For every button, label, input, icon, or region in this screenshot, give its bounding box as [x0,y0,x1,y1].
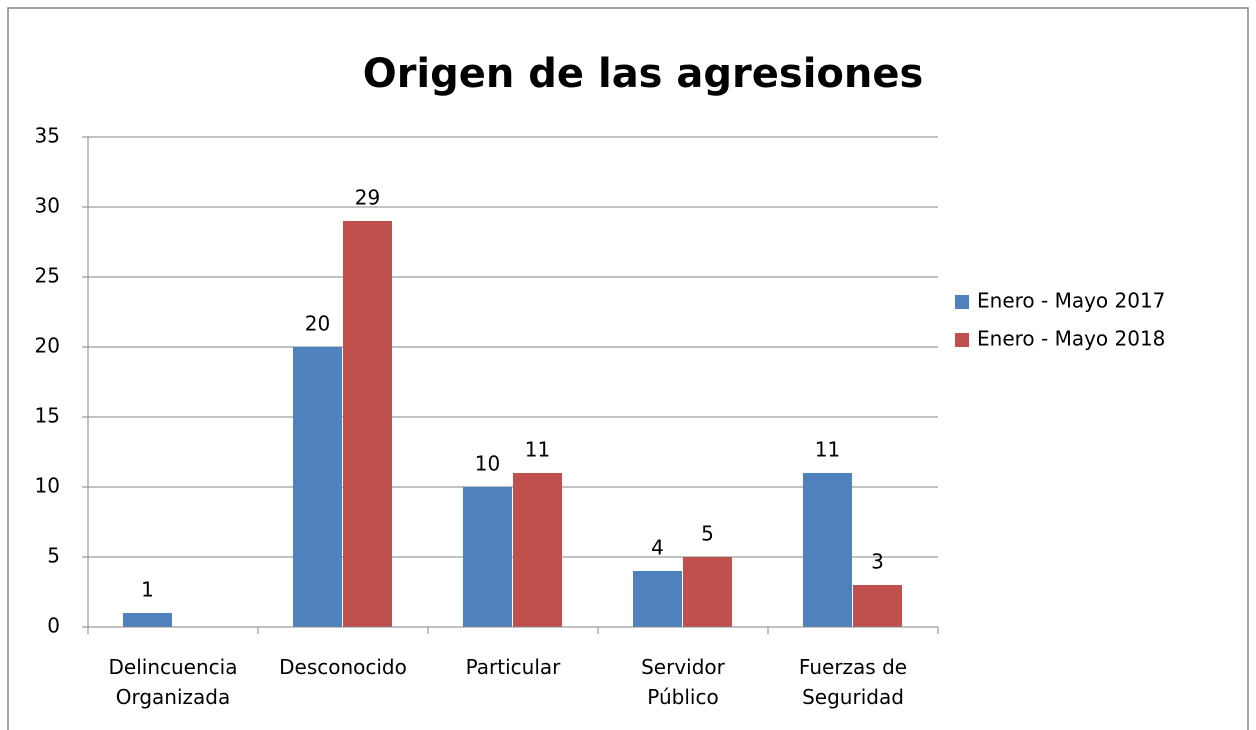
x-tick-label: Particular [465,655,561,679]
legend-swatch [955,333,969,347]
bar [803,473,852,627]
data-label: 29 [355,186,380,210]
bar [343,221,392,627]
legend-label: Enero - Mayo 2018 [977,327,1165,351]
bar [683,557,732,627]
legend-swatch [955,295,969,309]
bar [853,585,902,627]
data-label: 5 [701,522,714,546]
data-label: 4 [651,536,664,560]
data-label: 11 [815,438,840,462]
y-tick-label: 0 [47,614,60,638]
bar [293,347,342,627]
x-tick-label: Delincuencia Organizada [108,655,238,709]
y-tick-label: 10 [35,474,60,498]
bar [463,487,512,627]
bar [123,613,172,627]
data-label: 3 [871,550,884,574]
y-tick-label: 35 [35,124,60,148]
legend-label: Enero - Mayo 2017 [977,289,1165,313]
chart-border [7,7,1249,730]
y-tick-label: 15 [35,404,60,428]
chart-title: Origen de las agresiones [363,51,924,97]
y-tick-label: 20 [35,334,60,358]
x-tick-label: Desconocido [279,655,407,679]
data-label: 10 [475,452,500,476]
data-label: 1 [141,578,154,602]
y-tick-label: 5 [47,544,60,568]
bar [513,473,562,627]
data-label: 11 [525,438,550,462]
data-label: 20 [305,312,330,336]
y-tick-label: 30 [35,194,60,218]
x-tick-label: Servidor Público [641,655,725,709]
x-tick-label: Fuerzas de Seguridad [798,655,908,709]
y-tick-label: 25 [35,264,60,288]
bar [633,571,682,627]
